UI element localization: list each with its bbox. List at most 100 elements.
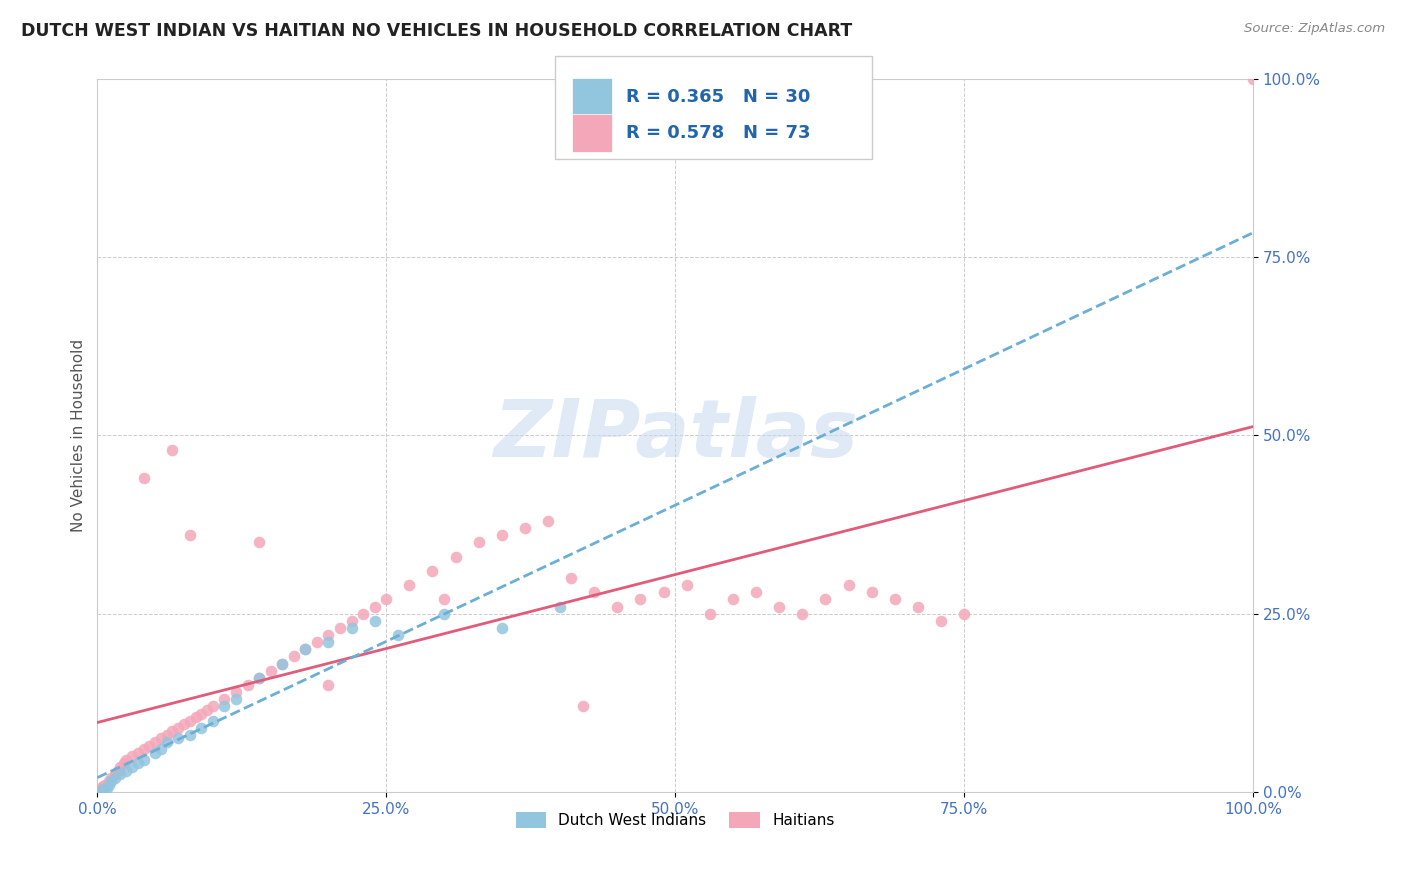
Point <box>173 717 195 731</box>
Point <box>138 739 160 753</box>
Point <box>149 731 172 746</box>
Point <box>100 774 122 789</box>
Point <box>537 514 560 528</box>
FancyBboxPatch shape <box>555 56 872 159</box>
Point <box>745 585 768 599</box>
Point <box>91 782 114 797</box>
Point <box>143 746 166 760</box>
Point <box>318 678 340 692</box>
Point <box>444 549 467 564</box>
Point <box>214 699 236 714</box>
Point <box>271 657 294 671</box>
Point <box>318 635 340 649</box>
Point <box>97 774 120 789</box>
Point <box>127 756 149 771</box>
Text: ZIPatlas: ZIPatlas <box>492 396 858 475</box>
Point <box>225 692 247 706</box>
Point <box>837 578 859 592</box>
Point <box>107 764 129 778</box>
Text: R = 0.578   N = 73: R = 0.578 N = 73 <box>626 124 810 142</box>
Point <box>179 728 201 742</box>
Point <box>571 699 593 714</box>
Point <box>433 592 456 607</box>
Point <box>96 780 118 795</box>
FancyBboxPatch shape <box>572 114 612 152</box>
Point <box>260 664 283 678</box>
Point <box>104 767 127 781</box>
Point <box>953 607 976 621</box>
Point <box>184 710 207 724</box>
Point <box>271 657 294 671</box>
Point <box>156 735 179 749</box>
Point <box>340 621 363 635</box>
Text: Source: ZipAtlas.com: Source: ZipAtlas.com <box>1244 22 1385 36</box>
Point <box>422 564 444 578</box>
Point <box>110 767 132 781</box>
Point <box>247 671 270 685</box>
Point <box>318 628 340 642</box>
Point <box>90 781 112 796</box>
Point <box>143 735 166 749</box>
Point <box>162 442 184 457</box>
Point <box>121 749 143 764</box>
Legend: Dutch West Indians, Haitians: Dutch West Indians, Haitians <box>509 806 841 834</box>
Point <box>283 649 305 664</box>
Point <box>190 721 212 735</box>
Point <box>305 635 328 649</box>
Point <box>929 614 952 628</box>
Point <box>247 671 270 685</box>
Point <box>167 721 190 735</box>
Point <box>398 578 420 592</box>
Point <box>247 535 270 549</box>
Point <box>121 760 143 774</box>
Point <box>201 714 224 728</box>
Point <box>236 678 259 692</box>
Point <box>110 760 132 774</box>
Point <box>883 592 905 607</box>
Point <box>606 599 628 614</box>
Point <box>179 528 201 542</box>
Point <box>127 746 149 760</box>
Point <box>364 614 387 628</box>
Point <box>1241 72 1264 87</box>
Point <box>548 599 571 614</box>
Point <box>583 585 606 599</box>
Point <box>91 779 114 793</box>
Point <box>699 607 721 621</box>
Point <box>860 585 883 599</box>
Point <box>491 528 513 542</box>
Point <box>132 753 155 767</box>
Point <box>179 714 201 728</box>
Point <box>721 592 744 607</box>
Point <box>652 585 675 599</box>
Point <box>433 607 456 621</box>
Point <box>94 778 117 792</box>
Point <box>375 592 398 607</box>
Point <box>115 753 138 767</box>
Point <box>491 621 513 635</box>
Point <box>201 699 224 714</box>
Point <box>97 778 120 792</box>
Point <box>364 599 387 614</box>
Point <box>162 724 184 739</box>
Point <box>132 471 155 485</box>
Point <box>156 728 179 742</box>
Point <box>100 771 122 785</box>
Point <box>329 621 352 635</box>
FancyBboxPatch shape <box>572 78 612 116</box>
Point <box>340 614 363 628</box>
Text: DUTCH WEST INDIAN VS HAITIAN NO VEHICLES IN HOUSEHOLD CORRELATION CHART: DUTCH WEST INDIAN VS HAITIAN NO VEHICLES… <box>21 22 852 40</box>
Point <box>149 742 172 756</box>
Point <box>560 571 582 585</box>
Point <box>814 592 837 607</box>
Point <box>115 764 138 778</box>
Point <box>195 703 218 717</box>
Y-axis label: No Vehicles in Household: No Vehicles in Household <box>72 339 86 532</box>
Point <box>907 599 929 614</box>
Point <box>675 578 697 592</box>
Point <box>513 521 536 535</box>
Point <box>294 642 316 657</box>
Point <box>467 535 489 549</box>
Point <box>225 685 247 699</box>
Point <box>90 783 112 797</box>
